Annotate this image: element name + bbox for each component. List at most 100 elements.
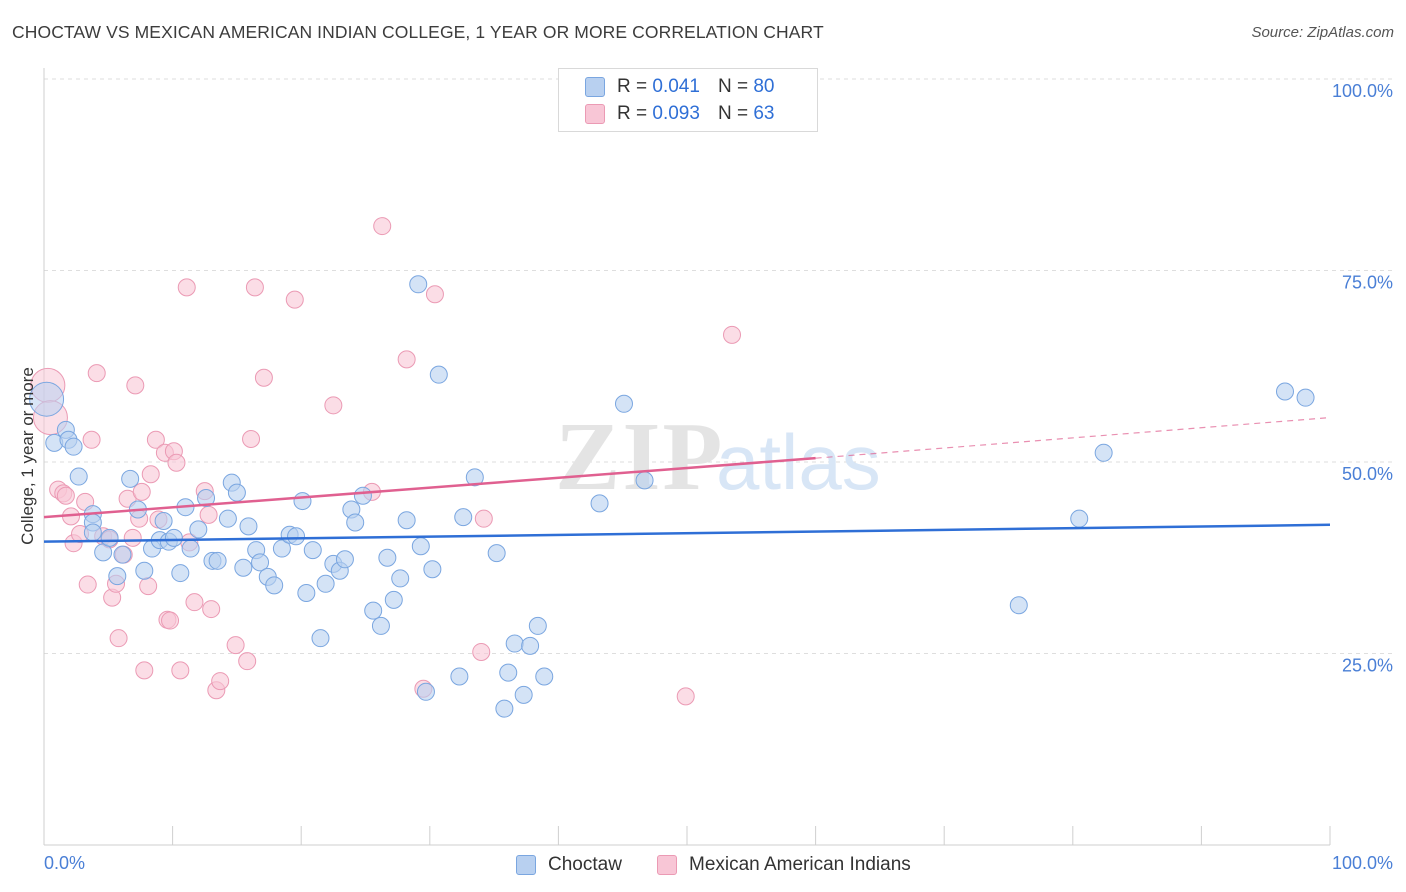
data-point [495, 699, 514, 718]
data-point [126, 376, 145, 395]
y-tick-label: 25.0% [1342, 656, 1393, 676]
data-point [202, 600, 221, 619]
legend-swatch-mexican-american-indians [585, 104, 605, 124]
data-point [474, 509, 493, 528]
data-point [454, 508, 473, 527]
data-point [465, 468, 484, 487]
series-choctaw [29, 275, 1315, 718]
data-point [487, 544, 506, 563]
data-point [1070, 509, 1089, 528]
data-point [450, 667, 469, 686]
data-point [416, 682, 435, 701]
data-point [108, 567, 127, 586]
data-point [181, 539, 200, 558]
data-point [64, 437, 83, 456]
data-point [121, 469, 140, 488]
data-point [87, 364, 106, 383]
bottom-legend-label-choctaw: Choctaw [548, 854, 622, 875]
bottom-legend-label-mexican-american-indians: Mexican American Indians [689, 854, 911, 875]
data-point [154, 511, 173, 530]
data-point [171, 661, 190, 680]
data-point [472, 642, 491, 661]
y-tick-label: 75.0% [1342, 273, 1393, 293]
legend-n-label: N = [717, 76, 749, 97]
data-point [378, 548, 397, 567]
data-point [316, 574, 335, 593]
data-point [1296, 388, 1315, 407]
data-point [227, 483, 246, 502]
trend-extension-mexican-american-indians [815, 416, 1331, 459]
data-point [82, 430, 101, 449]
data-point [285, 290, 304, 309]
data-point [528, 616, 547, 635]
data-point [272, 539, 291, 558]
legend-n-value-mexican-american-indians: 63 [753, 103, 775, 124]
data-point [234, 558, 253, 577]
data-point [346, 513, 365, 532]
data-point [423, 560, 442, 579]
legend-r-label: R = [617, 103, 648, 124]
data-point [521, 636, 540, 655]
data-point [324, 396, 343, 415]
data-point [197, 489, 216, 508]
legend-r-label: R = [617, 76, 648, 97]
data-point [226, 636, 245, 655]
trend-line-mexican-american-indians [43, 456, 816, 519]
data-point [29, 381, 65, 417]
source-label: Source: ZipAtlas.com [1251, 24, 1394, 41]
data-point [141, 465, 160, 484]
data-point [164, 528, 183, 547]
data-point [177, 278, 196, 297]
data-point [397, 350, 416, 369]
data-point [113, 545, 132, 564]
data-point [135, 561, 154, 580]
data-point [499, 663, 518, 682]
chart-title: CHOCTAW VS MEXICAN AMERICAN INDIAN COLLE… [12, 22, 824, 42]
data-point [211, 672, 230, 691]
trend-line-choctaw [43, 523, 1331, 543]
data-point [132, 482, 151, 501]
data-point [371, 616, 390, 635]
watermark-atlas: atlas [716, 418, 881, 506]
legend-n-label: N = [717, 103, 749, 124]
data-point [167, 453, 186, 472]
trend-lines [43, 416, 1331, 543]
data-point [635, 471, 654, 490]
data-point [391, 569, 410, 588]
y-axis-label: College, 1 year or more [18, 367, 37, 545]
legend-swatch-choctaw [585, 77, 605, 97]
data-point [514, 685, 533, 704]
data-point [254, 368, 273, 387]
data-point [109, 629, 128, 648]
x-tick-label: 100.0% [1332, 853, 1393, 873]
data-point [411, 537, 430, 556]
data-point [425, 285, 444, 304]
data-point [161, 611, 180, 630]
data-point [1275, 382, 1294, 401]
data-point [1009, 596, 1028, 615]
data-point [303, 541, 322, 560]
data-point [135, 661, 154, 680]
data-point [1094, 443, 1113, 462]
data-point [384, 590, 403, 609]
bottom-legend-swatch-mexican-american-indians [657, 855, 677, 875]
data-point [723, 325, 742, 344]
legend-n-value-choctaw: 80 [753, 76, 775, 97]
data-point [335, 550, 354, 569]
legend-row-choctaw: R = 0.041 N = 80 [585, 74, 774, 100]
data-point [208, 551, 227, 570]
data-point [123, 528, 142, 547]
data-point [83, 523, 102, 542]
data-point [505, 634, 524, 653]
legend-r-value-choctaw: 0.041 [652, 76, 700, 97]
data-point [676, 687, 695, 706]
bottom-legend-mexican-american-indians: Mexican American Indians [657, 852, 911, 878]
data-point [218, 509, 237, 528]
data-point [293, 492, 312, 511]
x-tick-label: 0.0% [44, 853, 85, 873]
data-point [146, 430, 165, 449]
data-point [429, 365, 448, 384]
data-point [199, 505, 218, 524]
data-point [535, 667, 554, 686]
